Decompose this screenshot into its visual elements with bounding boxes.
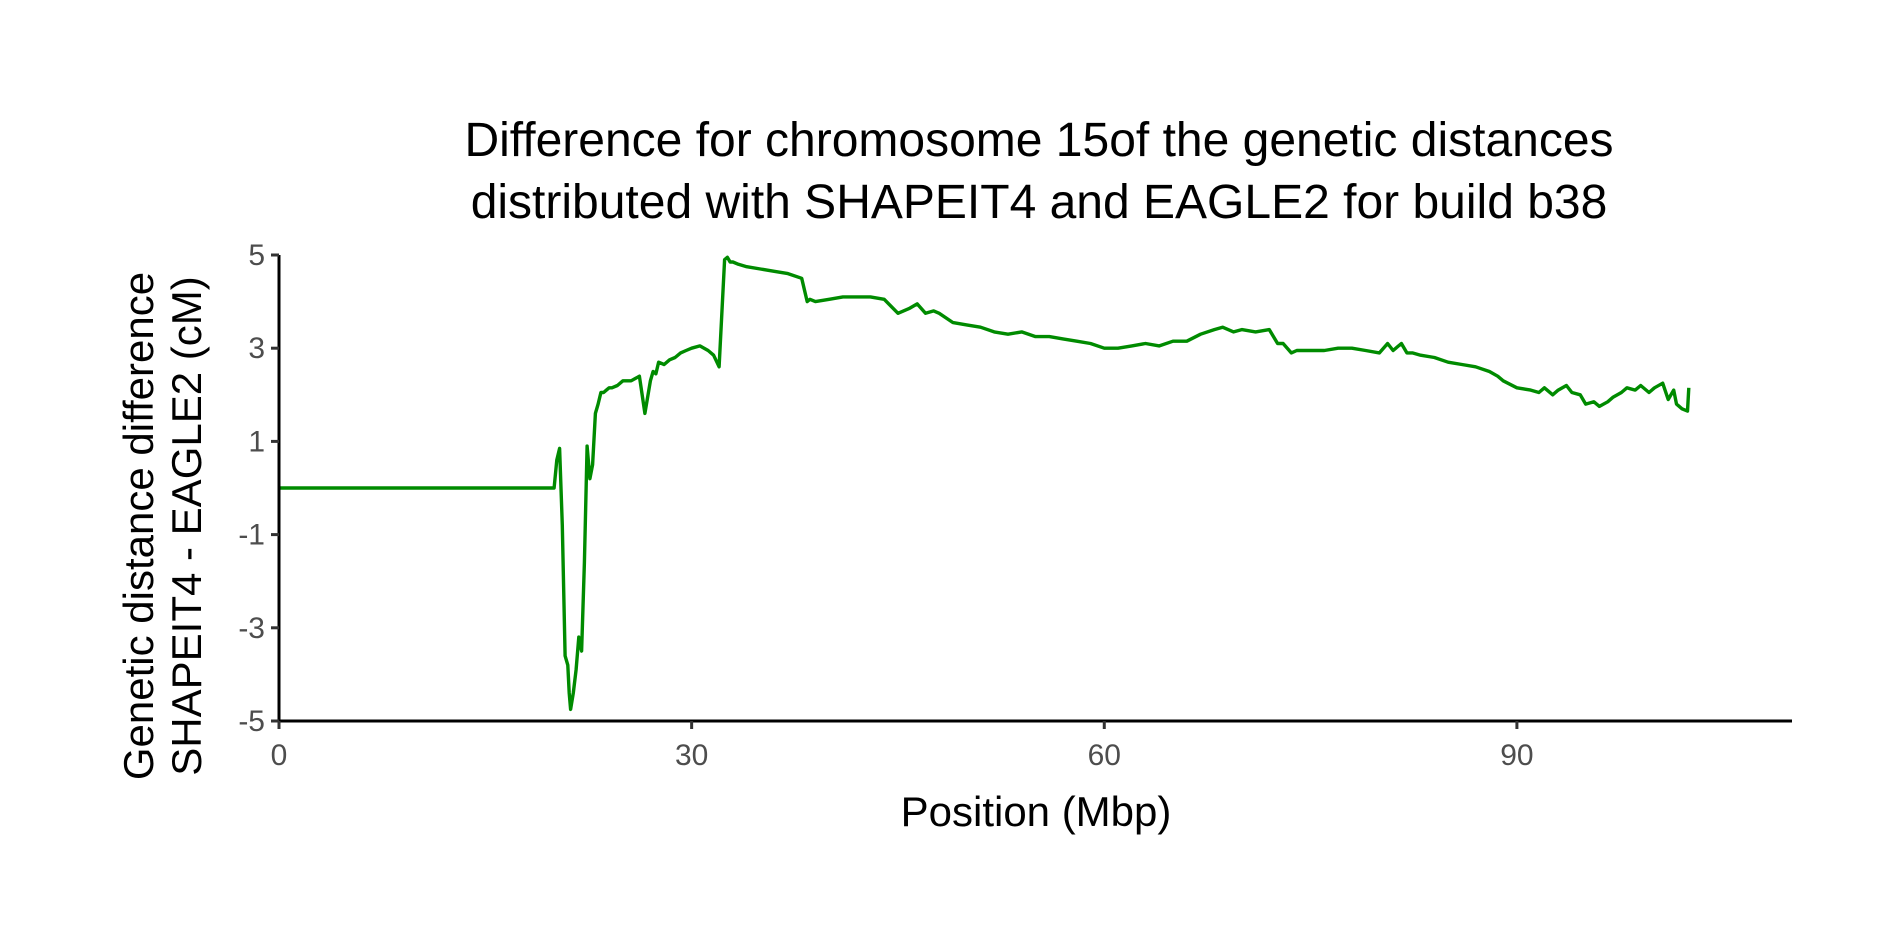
x-tick-label: 90 <box>1500 739 1533 772</box>
y-axis-title-line-1: Genetic distance difference <box>115 272 162 780</box>
chart-title-line-1: Difference for chromosome 15of the genet… <box>464 114 1613 167</box>
x-tick-label: 0 <box>271 739 288 772</box>
y-axis-ticks: -5 -3 -1 1 3 5 <box>238 239 279 738</box>
x-tick-label: 30 <box>675 739 708 772</box>
chart-title: Difference for chromosome 15of the genet… <box>464 114 1613 229</box>
x-axis-title: Position (Mbp) <box>901 788 1172 835</box>
y-tick-label: 3 <box>248 332 265 365</box>
plot-area <box>279 255 1691 712</box>
y-tick-label: 1 <box>248 425 265 458</box>
chart-title-line-2: distributed with SHAPEIT4 and EAGLE2 for… <box>471 176 1608 229</box>
x-axis-ticks: 0 30 60 90 <box>271 721 1534 772</box>
y-axis-title: Genetic distance difference SHAPEIT4 - E… <box>115 272 210 780</box>
y-axis-title-line-2: SHAPEIT4 - EAGLE2 (cM) <box>163 276 210 775</box>
y-tick-label: -3 <box>238 612 265 645</box>
x-tick-label: 60 <box>1088 739 1121 772</box>
y-tick-label: -1 <box>238 519 265 552</box>
series-line <box>279 255 1691 712</box>
y-tick-label: 5 <box>248 239 265 272</box>
y-tick-label: -5 <box>238 705 265 738</box>
